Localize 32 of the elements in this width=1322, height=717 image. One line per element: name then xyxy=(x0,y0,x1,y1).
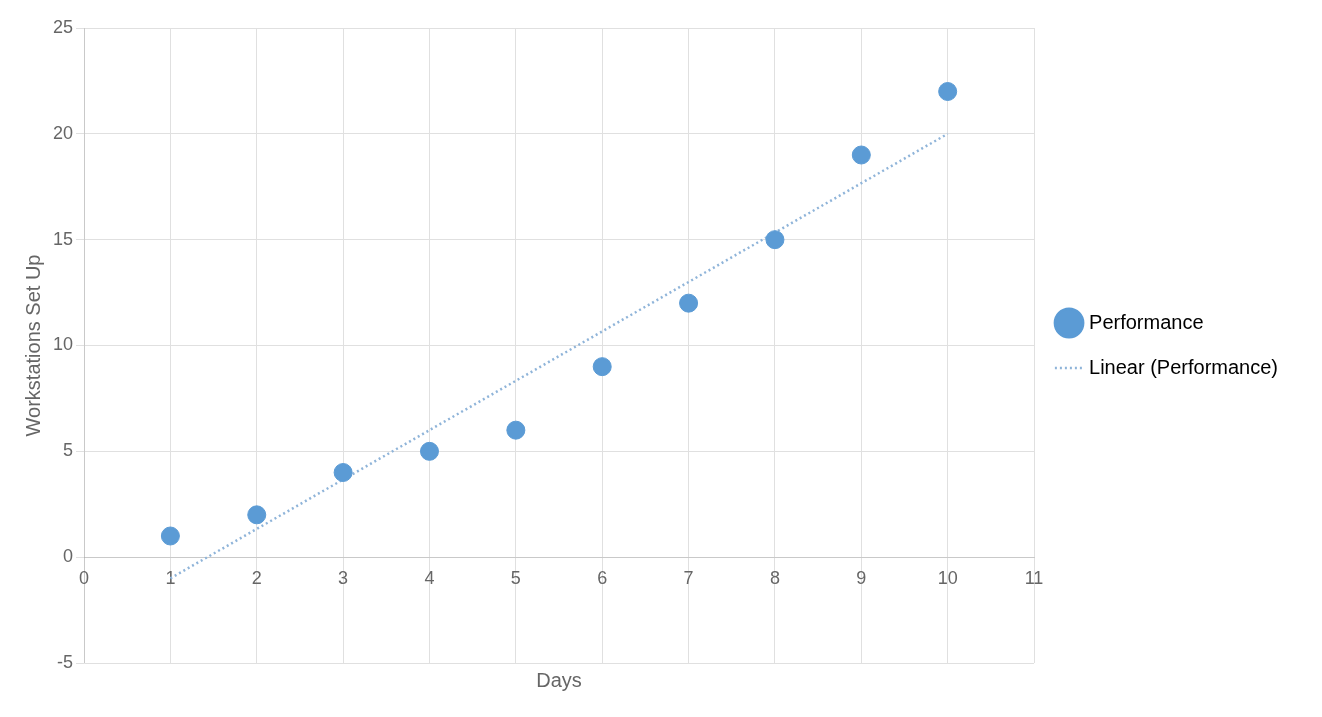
x-tick-label: 9 xyxy=(856,567,867,588)
legend-label: Performance xyxy=(1089,310,1204,333)
x-axis-title: Days xyxy=(536,668,582,691)
y-tick-label: 20 xyxy=(52,122,74,143)
y-tick-label: 0 xyxy=(63,546,74,567)
y-tick-label: 15 xyxy=(52,228,74,249)
x-tick-label: 2 xyxy=(251,567,262,588)
point xyxy=(333,463,353,482)
y-axis-title: Workstations Set Up xyxy=(21,254,44,437)
x-tick-label: 7 xyxy=(683,567,694,588)
x-tick-label: 3 xyxy=(338,567,349,588)
y-tick-label: 25 xyxy=(52,16,74,37)
y-tick-label: -5 xyxy=(57,651,74,672)
point xyxy=(506,420,526,440)
point xyxy=(851,145,871,165)
point xyxy=(160,526,180,546)
x-tick-label: 5 xyxy=(510,567,521,588)
point xyxy=(592,357,612,377)
point xyxy=(679,293,699,313)
point xyxy=(938,82,958,101)
point xyxy=(765,230,785,250)
point xyxy=(419,441,439,461)
x-tick-label: 10 xyxy=(937,567,958,588)
x-tick-label: 4 xyxy=(424,567,435,588)
x-tick-label: 6 xyxy=(597,567,608,588)
x-tick-label: 0 xyxy=(79,567,90,588)
legend-label: Linear (Performance) xyxy=(1089,355,1278,378)
y-tick-label: 5 xyxy=(63,440,74,461)
x-tick-label: 8 xyxy=(769,567,780,588)
point xyxy=(247,505,267,525)
y-tick-label: 10 xyxy=(52,334,74,355)
x-tick-label: 11 xyxy=(1024,567,1044,588)
